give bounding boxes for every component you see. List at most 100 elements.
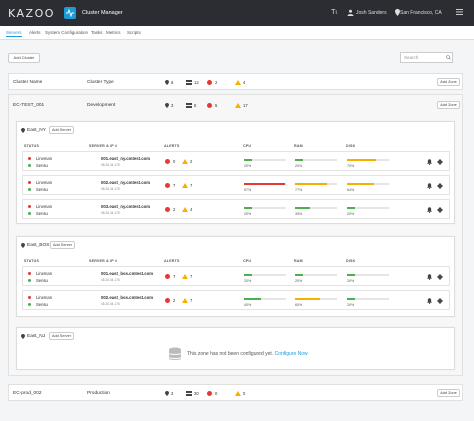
- critical-alert-icon: [165, 207, 170, 212]
- status-dot-red: [28, 272, 31, 275]
- ram-column-header: RAM: [294, 259, 303, 263]
- critical-alert-count: 0: [173, 159, 176, 164]
- configure-now-link[interactable]: Configure Now: [274, 351, 308, 357]
- zone-pin-icon: [165, 80, 169, 85]
- warning-count: 4: [243, 80, 246, 85]
- zone-east-nj: East_NJ Add Server This zone has not bee…: [16, 327, 455, 370]
- gear-icon[interactable]: [437, 274, 443, 280]
- service-status-2: Sensu: [36, 211, 48, 216]
- disk-bar-fill: [347, 159, 377, 161]
- ram-bar-fill: [295, 159, 304, 161]
- add-server-button[interactable]: Add Server: [49, 126, 74, 134]
- gear-icon[interactable]: [437, 183, 443, 189]
- add-zone-button[interactable]: Add Zone: [437, 78, 460, 86]
- server-hostname[interactable]: 002.east_bos.cmtest.com: [101, 295, 154, 300]
- zone-pin-icon: [165, 391, 169, 396]
- app-name: Cluster Manager: [82, 10, 123, 16]
- critical-alert-icon: [165, 274, 170, 279]
- warning-icon: [235, 391, 241, 396]
- cpu-bar-fill: [244, 298, 261, 300]
- bell-icon[interactable]: [427, 159, 432, 165]
- critical-alert-icon: [165, 298, 170, 303]
- user-icon[interactable]: [346, 9, 354, 17]
- status-dot-red: [28, 296, 31, 299]
- status-column-header: STATUS: [24, 259, 40, 263]
- cluster-header-row: Cluster Name Cluster Type 6 12 2 4 Add Z…: [8, 73, 463, 90]
- zone-pin-icon: [21, 128, 25, 133]
- status-dot-red: [28, 205, 31, 208]
- tab-alerts[interactable]: Alerts: [29, 30, 41, 35]
- status-dot-green: [28, 279, 31, 282]
- text-size-icon[interactable]: Tt: [331, 9, 337, 16]
- disk-bar: [347, 274, 389, 276]
- cpu-bar: [244, 274, 286, 276]
- menu-icon[interactable]: [455, 9, 463, 17]
- tab-metrics[interactable]: Metrics: [106, 30, 121, 35]
- add-server-button[interactable]: Add Server: [50, 241, 75, 249]
- server-hostname[interactable]: 003.east_ny.cmtest.com: [101, 204, 151, 209]
- service-status-2: Sensu: [36, 278, 48, 283]
- add-zone-button[interactable]: Add Zone: [437, 101, 460, 109]
- bell-icon[interactable]: [427, 298, 432, 304]
- disk-percent: 20%: [347, 279, 355, 283]
- disk-column-header: DISK: [346, 144, 356, 148]
- warning-count: 7: [190, 298, 193, 303]
- bell-icon[interactable]: [427, 274, 432, 280]
- status-dot-green: [28, 303, 31, 306]
- search-input[interactable]: Search: [400, 52, 453, 63]
- bell-icon[interactable]: [427, 183, 432, 189]
- server-ip: 45.26.44.176: [101, 302, 120, 306]
- cluster-name[interactable]: EC-TEST_001: [13, 103, 45, 108]
- server-row[interactable]: Lineman Sensu 001.east_bos.cmtest.com 45…: [22, 266, 450, 286]
- cpu-column-header: CPU: [243, 259, 252, 263]
- cpu-percent: 97%: [244, 188, 252, 192]
- user-name[interactable]: Josh Sanders: [356, 10, 387, 16]
- server-hostname[interactable]: 002.east_ny.cmtest.com: [101, 180, 151, 185]
- zone-pin-icon: [165, 103, 169, 108]
- service-status-2: Sensu: [36, 187, 48, 192]
- server-row[interactable]: Lineman Sensu 001.east_ny.cmtest.com 45.…: [22, 151, 450, 171]
- critical-alert-count: 2: [173, 298, 176, 303]
- server-hostname[interactable]: 001.east_ny.cmtest.com: [101, 156, 151, 161]
- tab-system-configuration[interactable]: System Configuration: [45, 30, 89, 35]
- cluster-name[interactable]: EC-prod_002: [13, 391, 42, 396]
- ram-bar-fill: [295, 207, 310, 209]
- server-row[interactable]: Lineman Sensu 002.east_bos.cmtest.com 45…: [22, 290, 450, 310]
- warning-icon: [182, 159, 188, 164]
- kazoo-logo[interactable]: KAZOO: [8, 7, 55, 20]
- tab-tasks[interactable]: Tasks: [91, 30, 103, 35]
- status-dot-red: [28, 157, 31, 160]
- critical-alert-count: 0: [215, 391, 218, 396]
- tab-scripts[interactable]: Scripts: [127, 30, 141, 35]
- add-zone-button[interactable]: Add Zone: [437, 389, 460, 397]
- server-row[interactable]: Lineman Sensu 002.east_ny.cmtest.com 45.…: [22, 175, 450, 195]
- cpu-percent: 20%: [244, 279, 252, 283]
- location-text[interactable]: San Francisco, CA: [400, 10, 442, 16]
- cluster-manager-icon[interactable]: [64, 7, 76, 19]
- ram-percent: 35%: [295, 212, 303, 216]
- tab-servers[interactable]: Servers: [6, 30, 22, 37]
- gear-icon[interactable]: [437, 159, 443, 165]
- server-icon: [186, 391, 192, 396]
- critical-alert-count: 2: [173, 207, 176, 212]
- service-status-1: Lineman: [36, 156, 53, 161]
- server-row[interactable]: Lineman Sensu 003.east_ny.cmtest.com 45.…: [22, 199, 450, 219]
- zone-count: 3: [171, 103, 174, 108]
- location-pin-icon: [393, 9, 401, 17]
- add-server-button[interactable]: Add Server: [49, 332, 74, 340]
- service-status-2: Sensu: [36, 163, 48, 168]
- bell-icon[interactable]: [427, 207, 432, 213]
- server-hostname[interactable]: 001.east_bos.cmtest.com: [101, 271, 154, 276]
- cpu-percent: 20%: [244, 164, 252, 168]
- gear-icon[interactable]: [437, 298, 443, 304]
- gear-icon[interactable]: [437, 207, 443, 213]
- zone-count: 3: [171, 391, 174, 396]
- service-status-1: Lineman: [36, 180, 53, 185]
- zone-name: East_NY: [27, 128, 46, 133]
- disk-bar: [347, 207, 389, 209]
- warning-count: 7: [190, 183, 193, 188]
- zone-name: East_BOS: [27, 243, 50, 248]
- server-ip: 45.26.44.176: [101, 278, 120, 282]
- add-cluster-button[interactable]: Add Cluster: [8, 53, 40, 63]
- server-column-header: SERVER & IP #: [89, 144, 118, 148]
